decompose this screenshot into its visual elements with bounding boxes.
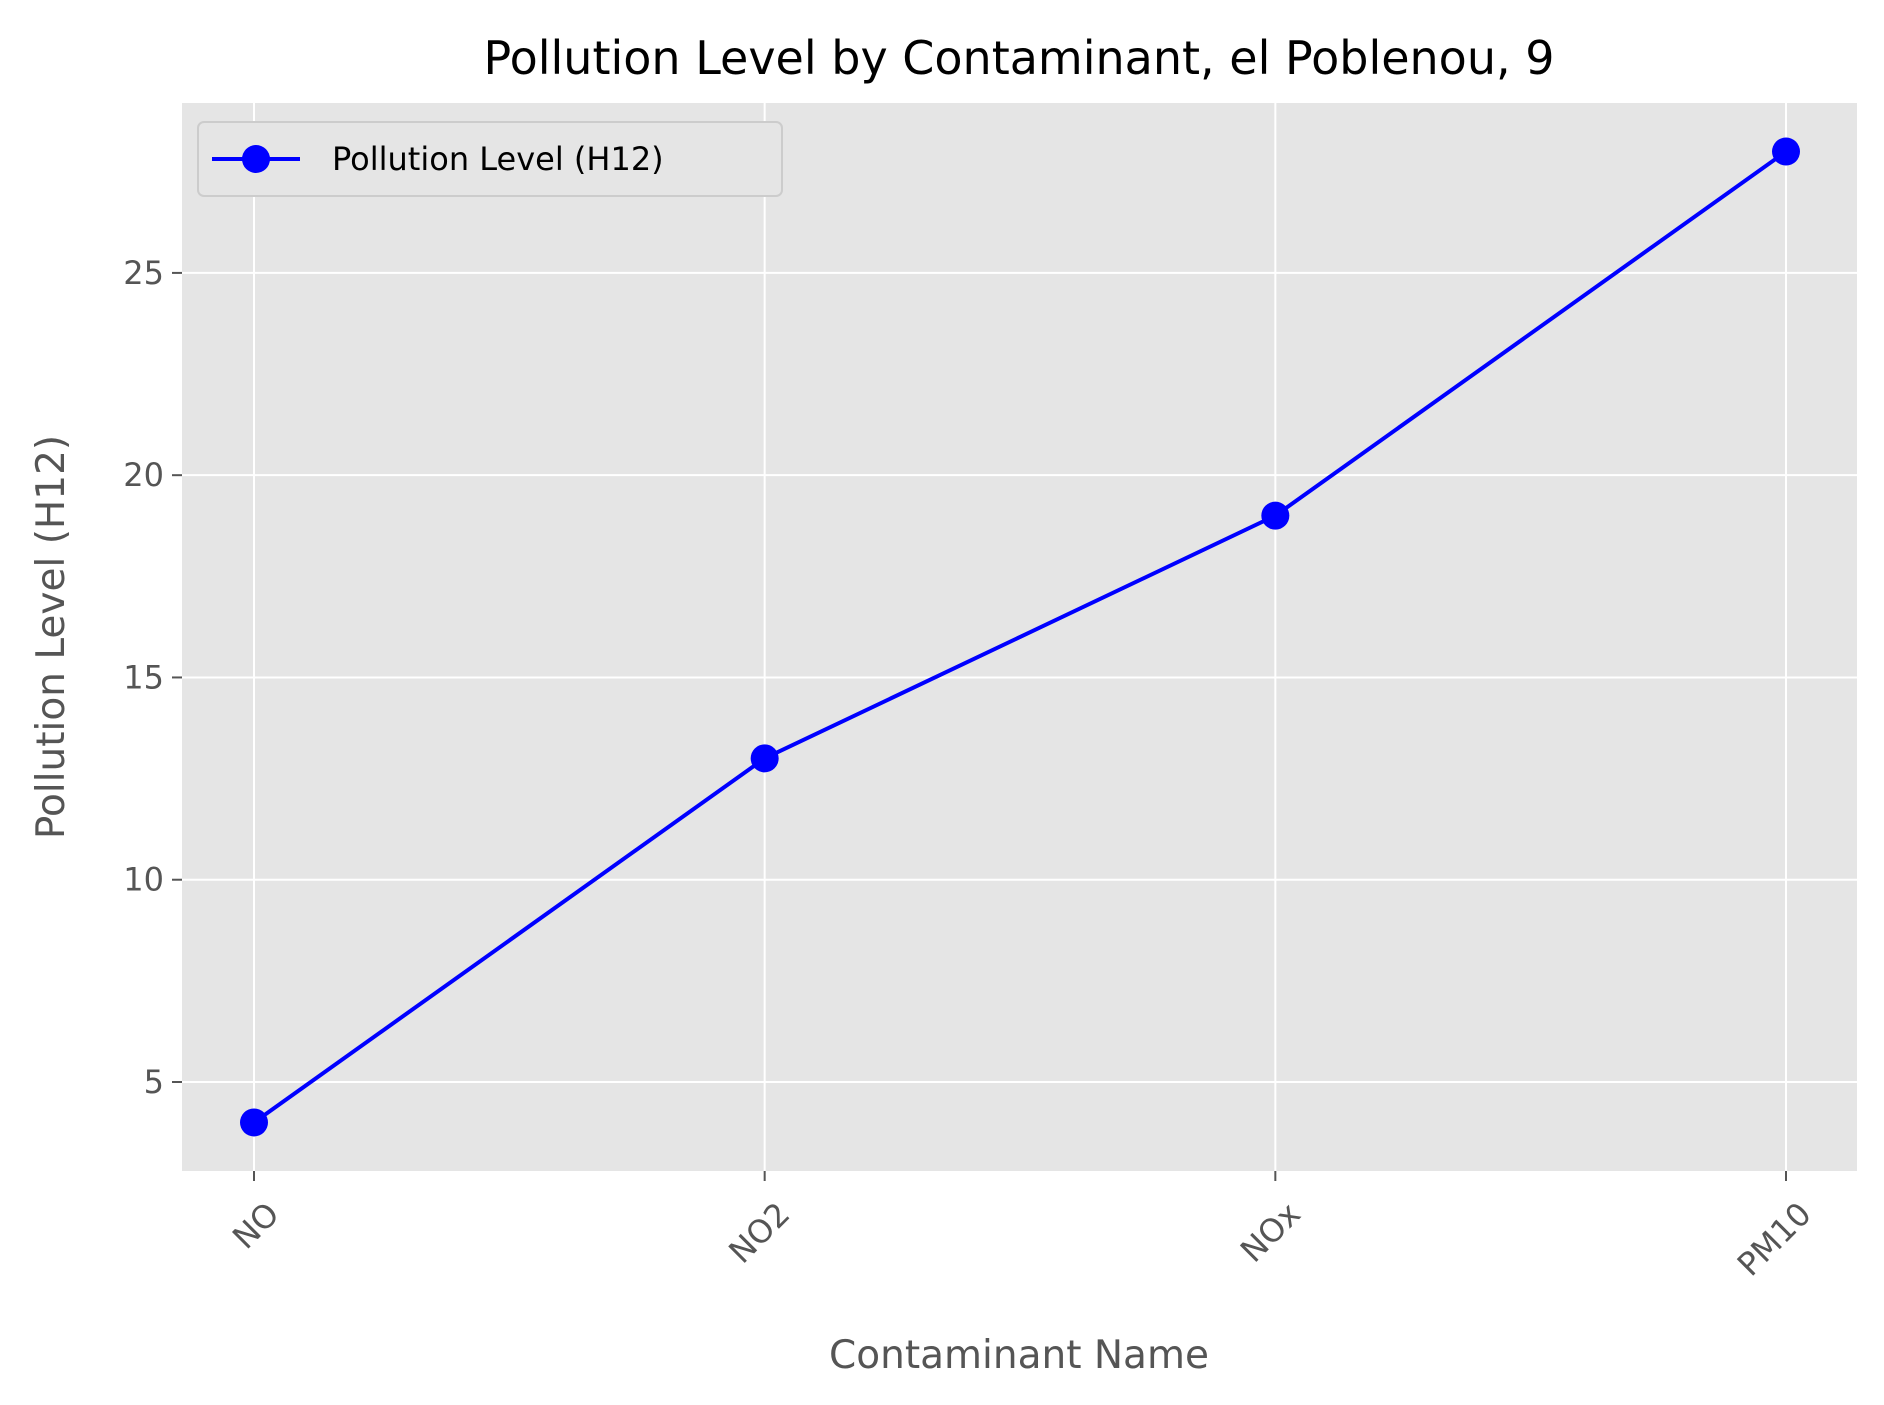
x-axis-label: Contaminant Name	[829, 1333, 1209, 1378]
gridlines	[182, 103, 1857, 1171]
data-point	[240, 1108, 268, 1137]
chart-title: Pollution Level by Contaminant, el Poble…	[484, 31, 1555, 85]
y-tick-label: 5	[144, 1063, 164, 1101]
series-line	[252, 149, 1788, 1125]
legend-label: Pollution Level (H12)	[332, 140, 664, 178]
data-point	[1772, 137, 1800, 166]
legend: Pollution Level (H12)	[197, 121, 783, 197]
legend-box	[197, 121, 783, 197]
data-point	[1261, 501, 1290, 530]
series-group	[240, 137, 1800, 1137]
y-tick-label: 10	[123, 861, 164, 899]
y-axis-label: Pollution Level (H12)	[29, 435, 74, 839]
y-tick-label: 15	[123, 658, 164, 696]
data-point	[750, 744, 779, 773]
y-tick-label: 25	[123, 254, 164, 292]
legend-marker-swatch	[242, 145, 270, 173]
y-tick-label: 20	[123, 456, 164, 494]
